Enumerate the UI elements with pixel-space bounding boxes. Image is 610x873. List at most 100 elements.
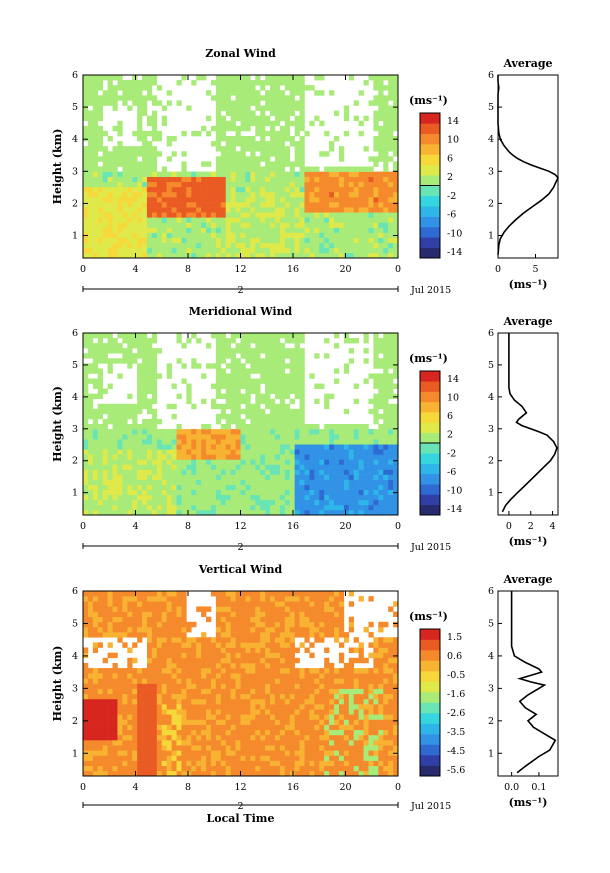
heatmap-cell <box>186 734 192 741</box>
heatmap-cell <box>319 454 325 460</box>
heatmap-cell <box>378 429 384 435</box>
heatmap-cell <box>151 464 158 470</box>
heatmap-cell <box>265 729 271 736</box>
heatmap-cell <box>368 212 374 218</box>
heatmap-cell <box>265 494 271 501</box>
heatmap-cell <box>329 232 335 238</box>
heatmap-cell <box>299 489 305 496</box>
heatmap-cell <box>92 191 99 198</box>
heatmap-cell <box>393 191 399 198</box>
heatmap-cell <box>151 217 158 223</box>
heatmap-cell <box>338 186 345 193</box>
heatmap-cell <box>215 693 222 700</box>
heatmap-cell <box>117 755 123 761</box>
heatmap-cell <box>235 95 241 101</box>
heatmap-cell <box>92 378 99 384</box>
heatmap-cell <box>210 434 217 440</box>
heatmap-cell <box>388 212 394 218</box>
heatmap-cell <box>260 459 266 465</box>
profile-y-tick-label: 1 <box>488 231 494 242</box>
heatmap-cell <box>151 232 158 238</box>
heatmap-cell <box>151 489 158 496</box>
heatmap-cell <box>171 403 177 410</box>
heatmap-cell <box>235 724 241 731</box>
heatmap-cell <box>240 591 246 597</box>
heatmap-cell <box>319 459 325 465</box>
colorbar-segment <box>420 401 440 413</box>
heatmap-cell <box>166 704 172 710</box>
heatmap-cell <box>270 499 276 506</box>
heatmap-cell <box>142 141 148 147</box>
heatmap-cell <box>294 75 300 81</box>
heatmap-cell <box>304 252 310 259</box>
heatmap-cell <box>107 621 113 628</box>
heatmap-cell <box>363 242 369 249</box>
heatmap-cell <box>176 469 182 475</box>
heatmap-cell <box>97 693 103 700</box>
heatmap-cell <box>299 75 305 81</box>
heatmap-cell <box>181 657 187 664</box>
heatmap-cell <box>122 348 128 354</box>
heatmap-cell <box>196 469 202 475</box>
heatmap-cell <box>225 499 231 506</box>
heatmap-cell <box>156 459 163 465</box>
heatmap-cell <box>156 673 163 679</box>
heatmap-cell <box>294 444 300 450</box>
heatmap-cell <box>191 760 197 767</box>
heatmap-cell <box>260 393 266 400</box>
heatmap-cell <box>240 704 246 710</box>
heatmap-cell <box>353 242 359 249</box>
heatmap-cell <box>245 191 251 198</box>
heatmap-cell <box>334 459 340 465</box>
heatmap-cell <box>176 191 182 198</box>
heatmap-cell <box>171 197 177 203</box>
heatmap-cell <box>92 626 99 633</box>
heatmap-cell <box>279 115 286 122</box>
heatmap-cell <box>314 181 320 188</box>
heatmap-cell <box>87 368 94 374</box>
heatmap-cell <box>270 474 276 480</box>
heatmap-cell <box>250 242 256 249</box>
heatmap-cell <box>284 469 291 475</box>
colorbar-segment <box>420 226 440 238</box>
heatmap-cell <box>284 378 291 384</box>
heatmap-cell <box>117 439 123 445</box>
heatmap-cell <box>265 429 271 435</box>
heatmap-cell <box>132 479 138 485</box>
heatmap-cell <box>210 637 217 643</box>
heatmap-cell <box>240 95 246 101</box>
heatmap-cell <box>112 469 118 475</box>
heatmap-cell <box>146 444 153 450</box>
heatmap-cell <box>279 378 286 384</box>
heatmap-cell <box>215 171 222 177</box>
heatmap-cell <box>146 454 153 460</box>
heatmap-cell <box>161 714 167 720</box>
heatmap-cell <box>151 499 158 506</box>
heatmap-cell <box>309 434 315 440</box>
heatmap-cell <box>373 449 379 455</box>
heatmap-cell <box>92 125 99 132</box>
heatmap-cell <box>274 333 281 339</box>
heatmap-cell <box>388 363 394 369</box>
colorbar-segment <box>420 216 440 228</box>
heatmap-cell <box>151 454 158 460</box>
heatmap-cell <box>250 202 256 208</box>
heatmap-cell <box>210 186 217 193</box>
heatmap-cell <box>245 136 251 142</box>
heatmap-cell <box>348 197 354 203</box>
heatmap-cell <box>255 403 261 410</box>
heatmap-cell <box>107 755 113 761</box>
heatmap-cell <box>137 724 143 731</box>
heatmap-cell <box>210 454 217 460</box>
heatmap-cell <box>166 156 172 162</box>
heatmap-cell <box>112 252 118 259</box>
heatmap-cell <box>279 237 286 244</box>
heatmap-cell <box>87 242 94 249</box>
heatmap-cell <box>265 652 271 659</box>
heatmap-cell <box>166 207 172 213</box>
heatmap-cell <box>378 469 384 475</box>
heatmap-cell <box>122 494 128 501</box>
heatmap-cell <box>107 464 113 470</box>
heatmap-cell <box>220 606 227 612</box>
heatmap-cell <box>270 504 276 511</box>
